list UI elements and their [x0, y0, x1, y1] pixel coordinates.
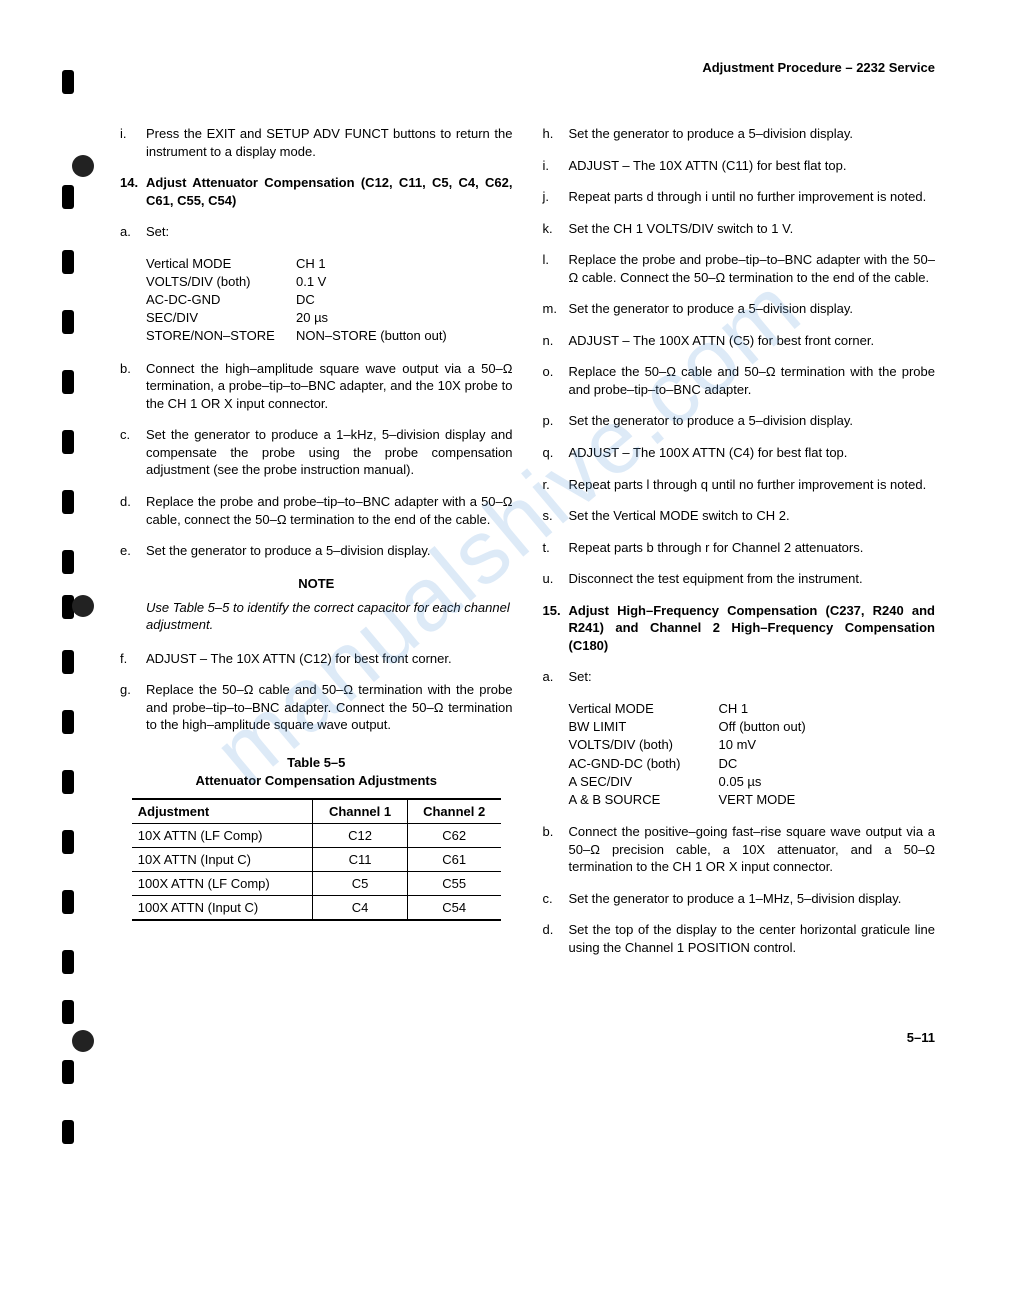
step-14b: b.Connect the high–amplitude square wave… [120, 360, 513, 413]
page-header: Adjustment Procedure – 2232 Service [120, 60, 935, 75]
step-14u: u.Disconnect the test equipment from the… [543, 570, 936, 588]
step-15a: a.Set: [543, 668, 936, 686]
step-14g: g.Replace the 50–Ω cable and 50–Ω termin… [120, 681, 513, 734]
step-14j: j.Repeat parts d through i until no furt… [543, 188, 936, 206]
note-heading: NOTE [120, 576, 513, 591]
table-row: 100X ATTN (Input C)C4C54 [132, 896, 501, 921]
step-14e: e.Set the generator to produce a 5–divis… [120, 542, 513, 560]
step-14q: q.ADJUST – The 100X ATTN (C4) for best f… [543, 444, 936, 462]
table-5-5-title: Table 5–5 Attenuator Compensation Adjust… [120, 754, 513, 790]
step-i: i. Press the EXIT and SETUP ADV FUNCT bu… [120, 125, 513, 160]
page-content: manualshive.com Adjustment Procedure – 2… [0, 0, 1015, 1105]
settings-15a: Vertical MODECH 1 BW LIMITOff (button ou… [569, 700, 936, 809]
section-14-heading: 14. Adjust Attenuator Compensation (C12,… [120, 174, 513, 209]
step-15b: b.Connect the positive–going fast–rise s… [543, 823, 936, 876]
note-body: Use Table 5–5 to identify the correct ca… [146, 599, 513, 634]
table-row: 10X ATTN (Input C)C11C61 [132, 848, 501, 872]
settings-14a: Vertical MODECH 1 VOLTS/DIV (both)0.1 V … [146, 255, 513, 346]
step-14p: p.Set the generator to produce a 5–divis… [543, 412, 936, 430]
step-14f: f.ADJUST – The 10X ATTN (C12) for best f… [120, 650, 513, 668]
table-row: 10X ATTN (LF Comp)C12C62 [132, 824, 501, 848]
right-column: h.Set the generator to produce a 5–divis… [543, 125, 936, 970]
step-14k: k.Set the CH 1 VOLTS/DIV switch to 1 V. [543, 220, 936, 238]
left-column: i. Press the EXIT and SETUP ADV FUNCT bu… [120, 125, 513, 970]
step-14m: m.Set the generator to produce a 5–divis… [543, 300, 936, 318]
step-14n: n.ADJUST – The 100X ATTN (C5) for best f… [543, 332, 936, 350]
table-5-5: Adjustment Channel 1 Channel 2 10X ATTN … [132, 798, 501, 921]
step-15c: c.Set the generator to produce a 1–MHz, … [543, 890, 936, 908]
step-14a: a. Set: [120, 223, 513, 241]
step-14s: s.Set the Vertical MODE switch to CH 2. [543, 507, 936, 525]
step-14d: d.Replace the probe and probe–tip–to–BNC… [120, 493, 513, 528]
table-row: 100X ATTN (LF Comp)C5C55 [132, 872, 501, 896]
step-14o: o.Replace the 50–Ω cable and 50–Ω termin… [543, 363, 936, 398]
step-14i: i.ADJUST – The 10X ATTN (C11) for best f… [543, 157, 936, 175]
section-15-heading: 15. Adjust High–Frequency Compensation (… [543, 602, 936, 655]
step-14r: r.Repeat parts l through q until no furt… [543, 476, 936, 494]
two-column-layout: i. Press the EXIT and SETUP ADV FUNCT bu… [120, 125, 935, 970]
step-15d: d.Set the top of the display to the cent… [543, 921, 936, 956]
step-14h: h.Set the generator to produce a 5–divis… [543, 125, 936, 143]
page-number: 5–11 [120, 1030, 935, 1045]
table-header-row: Adjustment Channel 1 Channel 2 [132, 799, 501, 824]
step-14c: c.Set the generator to produce a 1–kHz, … [120, 426, 513, 479]
step-14t: t.Repeat parts b through r for Channel 2… [543, 539, 936, 557]
step-14l: l.Replace the probe and probe–tip–to–BNC… [543, 251, 936, 286]
